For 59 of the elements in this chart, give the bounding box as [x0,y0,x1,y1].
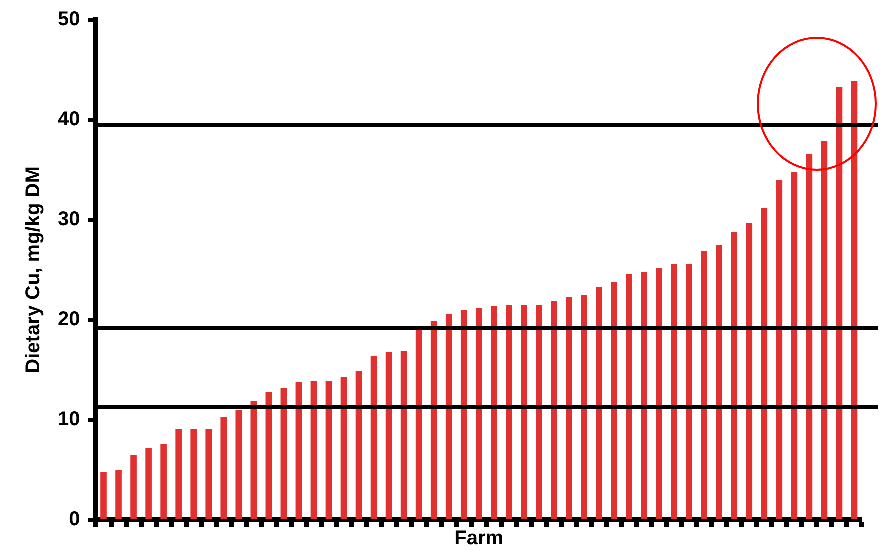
bar [100,472,107,520]
y-tick-label: 30 [58,208,80,231]
bar [701,251,708,520]
bar [821,141,828,520]
bar [581,295,588,520]
x-axis-title: Farm [454,528,504,550]
bar [370,356,378,520]
bar [761,208,768,520]
bar [266,392,272,520]
bar [611,282,618,520]
bar [506,305,512,520]
y-tick-label: 10 [58,408,80,431]
bar [791,172,798,520]
bar [776,180,783,520]
bar [160,444,167,520]
bar [746,223,753,520]
bar [280,388,288,520]
bar [626,274,632,520]
bar [656,268,662,520]
bar [716,245,723,520]
bar [206,429,212,520]
y-tick-label: 20 [58,308,80,331]
bar [220,417,228,520]
bar [836,87,843,520]
bar [296,382,302,520]
bar [430,321,438,520]
bar [566,297,572,520]
bar [596,287,602,520]
bar [671,264,678,520]
bar [521,305,528,520]
bar [476,308,482,520]
bar [116,470,122,520]
bar [806,154,813,520]
bar [356,371,362,520]
bar [460,310,468,520]
bar [490,306,498,520]
bar [310,381,318,520]
bar [536,305,542,520]
bar [731,232,738,520]
y-tick-label: 40 [58,108,80,131]
bar [641,272,648,520]
y-axis-title: Dietary Cu, mg/kg DM [22,166,45,374]
bar [176,429,182,520]
y-tick-label: 0 [69,508,80,531]
bar [146,448,152,520]
y-tick-label: 50 [58,8,80,31]
bar [851,81,858,520]
bar [416,330,422,520]
bar [551,301,558,520]
bar [236,410,242,520]
bar [340,377,348,520]
bar [446,314,452,520]
bar [400,351,408,520]
bar [386,352,392,520]
bar [130,455,137,520]
bar [190,429,197,520]
bar [250,401,258,520]
bar [326,381,332,520]
bar [686,264,692,520]
